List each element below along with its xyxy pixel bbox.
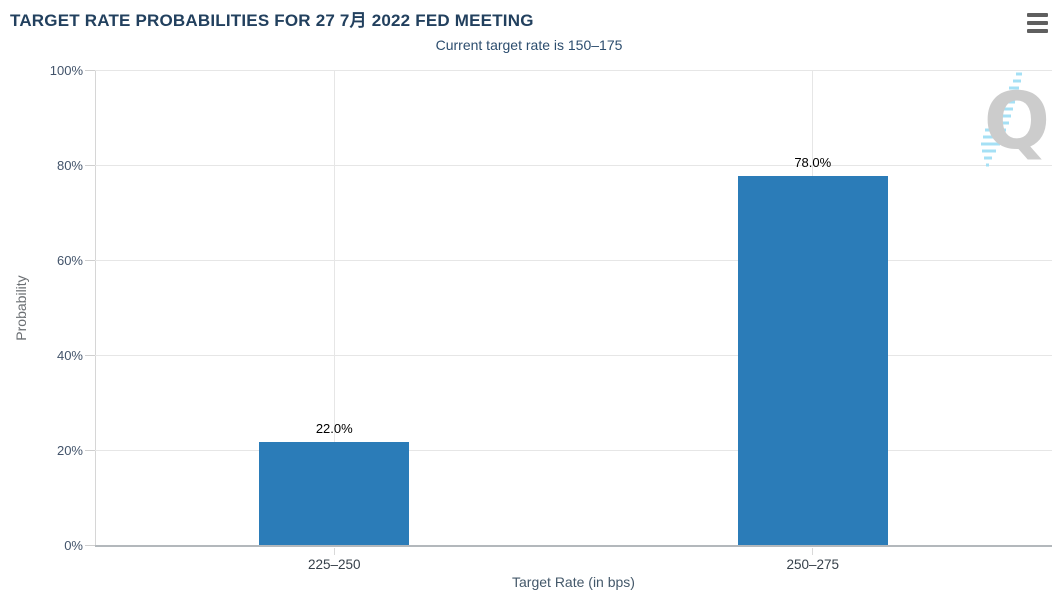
y-tick-label: 80%	[56, 158, 83, 173]
x-tick-mark	[812, 548, 814, 555]
y-gridline	[95, 260, 1052, 261]
chart-title: TARGET RATE PROBABILITIES FOR 27 7月 2022…	[10, 11, 534, 30]
hamburger-bar	[1027, 29, 1048, 33]
y-tick-mark	[85, 165, 95, 166]
x-axis-line	[95, 545, 1052, 547]
x-gridline	[333, 71, 335, 546]
y-tick-mark	[85, 355, 95, 356]
x-category-label: 250–275	[786, 557, 840, 572]
y-tick-label: 100%	[49, 63, 83, 78]
bar-250-275[interactable]	[737, 175, 888, 546]
hamburger-menu-icon[interactable]	[1027, 13, 1048, 33]
hamburger-bar	[1027, 13, 1048, 17]
y-tick-mark	[85, 260, 95, 261]
y-gridline	[95, 450, 1052, 451]
x-category-label: 225–250	[307, 557, 361, 572]
bar-value-label: 22.0%	[315, 420, 353, 436]
y-gridline	[95, 355, 1052, 356]
y-gridline	[95, 70, 1052, 71]
y-tick-mark	[85, 70, 95, 71]
y-tick-mark	[85, 545, 95, 546]
y-tick-label: 60%	[56, 253, 83, 268]
y-tick-mark	[85, 450, 95, 451]
x-tick-mark	[333, 548, 335, 555]
y-gridline	[95, 165, 1052, 166]
y-tick-label: 0%	[64, 538, 83, 553]
bar-value-label: 78.0%	[794, 154, 832, 170]
chart-subtitle: Current target rate is 150–175	[435, 37, 623, 53]
y-tick-label: 20%	[56, 443, 83, 458]
y-axis-title: Probability	[13, 275, 29, 341]
plot-area	[95, 71, 1052, 546]
x-axis-title: Target Rate (in bps)	[512, 574, 635, 590]
bar-225-250[interactable]	[259, 441, 410, 546]
hamburger-bar	[1027, 21, 1048, 25]
y-tick-label: 40%	[56, 348, 83, 363]
